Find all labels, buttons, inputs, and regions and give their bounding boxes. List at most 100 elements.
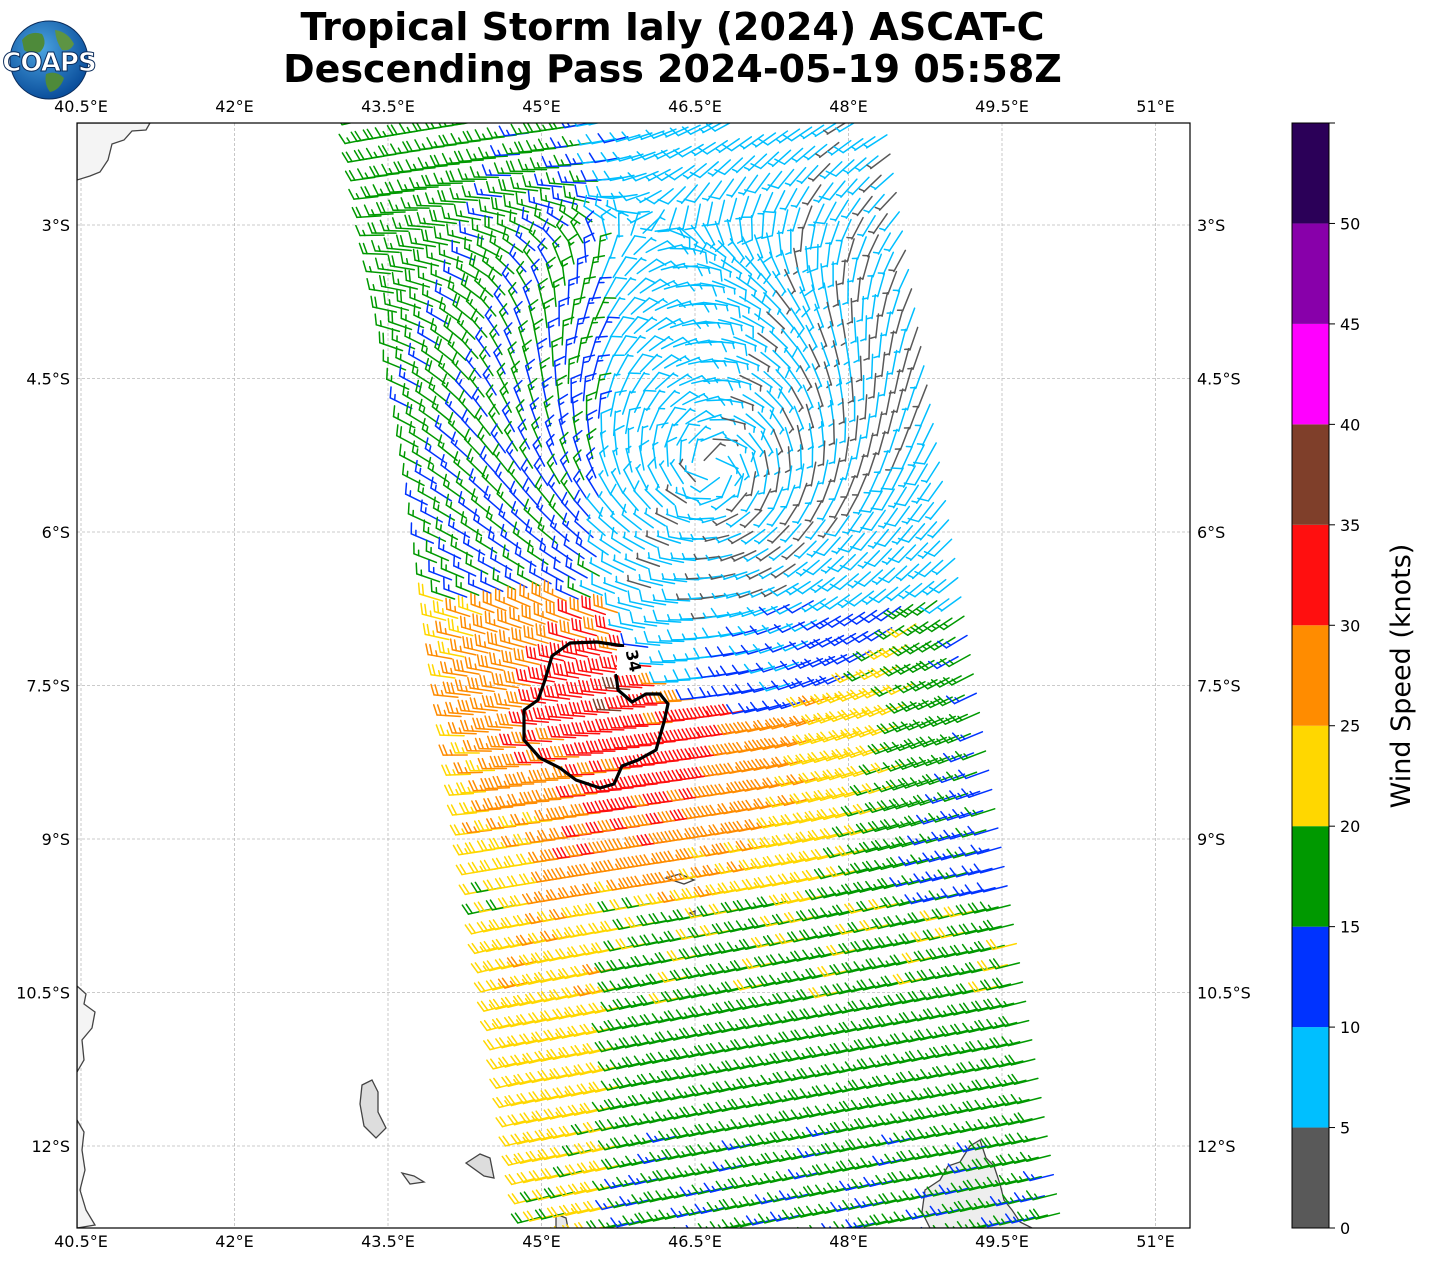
wind-barb <box>702 301 729 312</box>
lon-tick-label-top: 48°E <box>829 97 867 116</box>
wind-barb <box>370 295 398 313</box>
wind-barb <box>351 206 382 219</box>
lon-tick-label-top: 42°E <box>215 97 253 116</box>
wind-barb <box>762 232 773 264</box>
wind-barb <box>469 166 500 179</box>
wind-barb <box>852 195 873 217</box>
wind-barb <box>515 224 536 252</box>
wind-barb <box>433 226 461 244</box>
wind-barb <box>796 164 819 185</box>
wind-barb <box>395 234 424 250</box>
wind-barb <box>396 289 422 310</box>
wind-barb <box>400 306 425 329</box>
wind-barb <box>571 196 593 223</box>
wind-barb <box>498 303 512 335</box>
wind-barb <box>509 209 533 232</box>
wind-barb <box>664 164 695 181</box>
wind-barb <box>453 150 484 163</box>
wind-barb <box>637 130 665 141</box>
wind-barb <box>815 141 840 159</box>
wind-barb <box>690 141 716 157</box>
wind-barb <box>684 265 711 275</box>
wind-barb <box>478 146 509 159</box>
wind-barb <box>699 282 726 294</box>
wind-barb <box>493 162 524 175</box>
coaps-logo-text: COAPS <box>2 48 95 78</box>
wind-barb <box>412 194 442 207</box>
wind-barb <box>528 221 548 250</box>
wind-barb <box>791 145 816 163</box>
wind-barb <box>348 188 379 200</box>
wind-barb <box>756 253 772 285</box>
wind-barb <box>682 163 707 180</box>
wind-barb <box>487 266 506 296</box>
wind-barb <box>443 259 467 283</box>
wind-barb <box>799 124 825 140</box>
wind-barb <box>761 170 783 192</box>
wind-barb <box>546 201 569 227</box>
title-line-2: Descending Pass 2024-05-19 05:58Z <box>283 47 1062 91</box>
wind-barb <box>720 259 743 279</box>
lon-tick-label-top: 40.5°E <box>54 97 108 116</box>
wind-barb <box>657 207 677 233</box>
wind-barb <box>461 185 491 200</box>
lon-tick-label-top: 45°E <box>522 97 560 116</box>
wind-barb <box>355 224 385 237</box>
wind-barb <box>729 238 745 264</box>
wind-barb <box>657 186 686 205</box>
colorbar-tick-label: 35 <box>1340 516 1360 535</box>
wind-barb <box>851 276 862 303</box>
colorbar-tick-label: 10 <box>1340 1018 1360 1037</box>
wind-barb <box>842 157 867 175</box>
wind-barb <box>424 192 454 206</box>
wind-barb <box>756 213 765 240</box>
lat-tick-label-left: 4.5°S <box>26 370 70 389</box>
lon-tick-label-bottom: 51°E <box>1136 1232 1174 1251</box>
colorbar-label: Wind Speed (knots) <box>1386 544 1417 809</box>
wind-barb <box>429 209 458 225</box>
wind-barb <box>537 277 548 309</box>
wind-barb <box>437 189 466 204</box>
wind-barb <box>660 145 692 159</box>
wind-barb <box>834 123 856 133</box>
wind-barb <box>464 236 488 259</box>
wind-barb <box>446 223 473 242</box>
wind-barb <box>803 143 828 161</box>
colorbar: 0 5 10 15 20 25 30 35 40 45 50 <box>1291 122 1360 1238</box>
wind-barb <box>731 155 756 174</box>
wind-barb <box>496 212 521 234</box>
wind-barb <box>681 245 708 264</box>
wind-barb <box>617 211 625 238</box>
wind-barb <box>457 168 488 180</box>
wind-barb <box>787 288 801 314</box>
lat-tick-label-left: 6°S <box>42 523 70 542</box>
wind-barb <box>850 136 876 151</box>
wind-barb <box>644 168 671 182</box>
wind-barb <box>443 314 464 342</box>
wind-barb <box>735 195 750 221</box>
wind-barb <box>630 210 650 236</box>
wind-barb <box>888 249 907 273</box>
wind-barb <box>382 349 407 371</box>
wind-barb <box>513 300 524 333</box>
wind-barb <box>438 242 464 263</box>
wind-barb <box>920 1226 923 1228</box>
wind-barb <box>819 161 843 180</box>
wind-barb <box>412 248 440 267</box>
colorbar-tick-label: 50 <box>1340 214 1360 233</box>
wind-barb <box>529 157 560 169</box>
lon-tick-label-bottom: 42°E <box>215 1232 253 1251</box>
wind-barb <box>583 194 605 221</box>
wind-barb <box>862 234 879 258</box>
wind-barb <box>493 284 509 315</box>
wind-barb <box>594 297 617 321</box>
lat-tick-label-right: 7.5°S <box>1197 677 1241 696</box>
wind-barb <box>557 171 587 184</box>
lon-tick-label-top: 43.5°E <box>361 97 415 116</box>
wind-barb <box>652 166 683 182</box>
wind-barb <box>558 296 570 327</box>
wind-barb <box>750 151 780 170</box>
wind-barb <box>774 147 804 165</box>
wind-barb <box>441 206 470 223</box>
wind-barb <box>813 182 834 204</box>
